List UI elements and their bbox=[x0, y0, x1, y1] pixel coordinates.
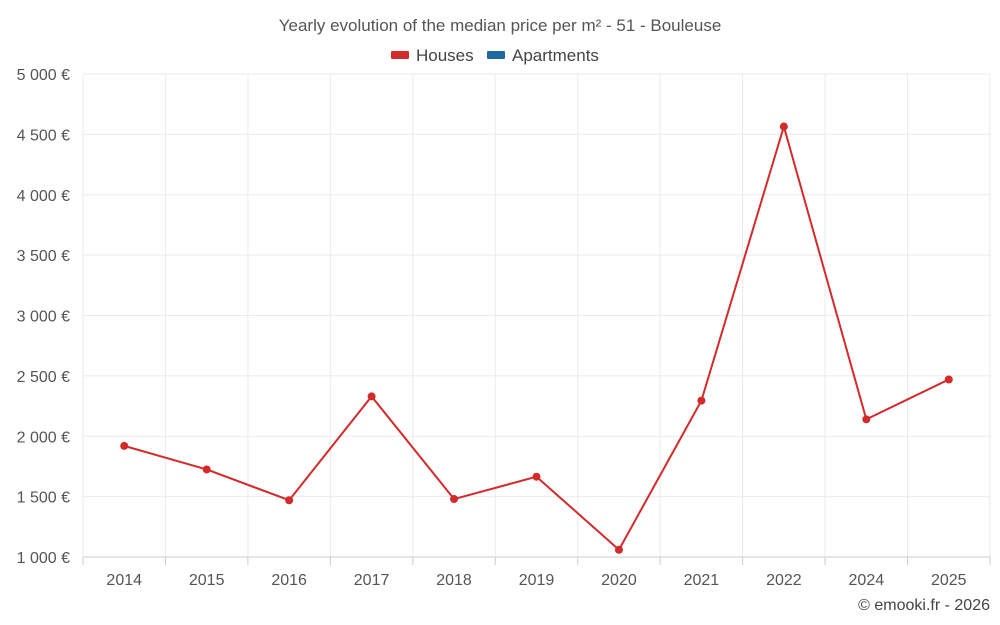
legend-label-houses[interactable]: Houses bbox=[416, 46, 474, 65]
x-tick-label: 2018 bbox=[436, 572, 472, 589]
x-tick-label: 2024 bbox=[849, 572, 885, 589]
y-tick-label: 4 000 € bbox=[17, 188, 70, 205]
data-point[interactable] bbox=[202, 465, 211, 474]
data-point[interactable] bbox=[285, 496, 294, 505]
series-houses bbox=[120, 122, 953, 554]
axes: 1 000 € 1 500 € 2 000 € 2 500 € 3 000 € 3 500… bbox=[17, 67, 991, 589]
x-tick-label: 2019 bbox=[519, 572, 555, 589]
data-point[interactable] bbox=[367, 392, 376, 401]
x-tick-label: 2016 bbox=[271, 572, 307, 589]
chart-title: Yearly evolution of the median price per… bbox=[279, 16, 722, 35]
data-point[interactable] bbox=[450, 495, 459, 504]
legend-swatch-houses[interactable] bbox=[391, 51, 409, 59]
x-tick-label: 2021 bbox=[684, 572, 720, 589]
data-point[interactable] bbox=[697, 396, 706, 405]
data-point[interactable] bbox=[120, 441, 129, 450]
y-tick-label: 3 000 € bbox=[17, 309, 70, 326]
y-tick-label: 2 500 € bbox=[17, 369, 70, 386]
legend-swatch-apartments[interactable] bbox=[487, 51, 505, 59]
legend[interactable]: Houses Apartments bbox=[391, 46, 599, 65]
x-tick-label: 2015 bbox=[189, 572, 225, 589]
y-tick-label: 3 500 € bbox=[17, 248, 70, 265]
x-tick-label: 2025 bbox=[931, 572, 967, 589]
data-point[interactable] bbox=[614, 545, 623, 554]
credit-text: © emooki.fr - 2026 bbox=[858, 597, 990, 614]
legend-label-apartments[interactable]: Apartments bbox=[512, 46, 599, 65]
data-point[interactable] bbox=[862, 415, 871, 424]
y-tick-label: 5 000 € bbox=[17, 67, 70, 84]
x-tick-label: 2014 bbox=[106, 572, 142, 589]
y-tick-label: 4 500 € bbox=[17, 127, 70, 144]
data-point[interactable] bbox=[532, 472, 541, 481]
grid bbox=[82, 73, 991, 558]
y-tick-label: 1 500 € bbox=[17, 490, 70, 507]
data-point[interactable] bbox=[944, 375, 953, 384]
data-point[interactable] bbox=[779, 122, 788, 131]
x-tick-label: 2017 bbox=[354, 572, 390, 589]
y-tick-label: 1 000 € bbox=[17, 550, 70, 567]
x-tick-label: 2020 bbox=[601, 572, 637, 589]
x-tick-label: 2022 bbox=[766, 572, 802, 589]
y-tick-label: 2 000 € bbox=[17, 429, 70, 446]
